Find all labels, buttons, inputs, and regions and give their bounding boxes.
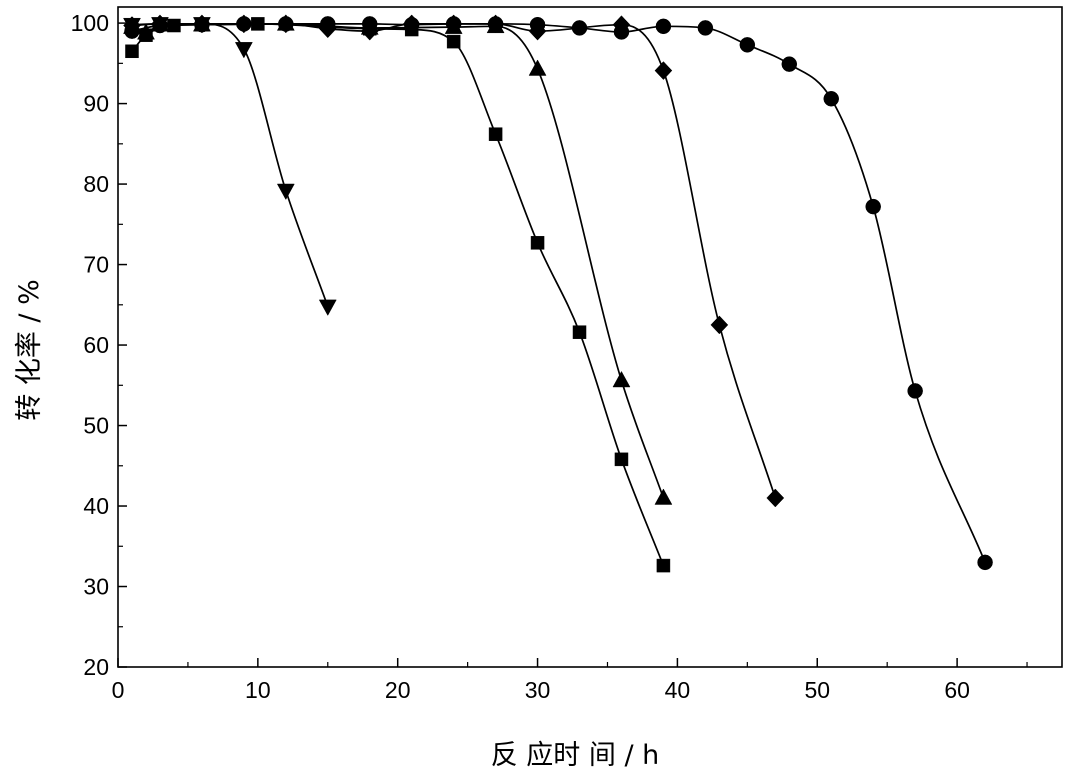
- x-tick-label: 30: [525, 677, 551, 703]
- y-tick-label: 40: [83, 493, 109, 519]
- data-point-square: [656, 558, 671, 573]
- data-point-circle: [907, 383, 923, 399]
- data-point-triangle-up: [137, 23, 155, 40]
- x-tick-label: 0: [112, 677, 125, 703]
- x-tick-label: 50: [804, 677, 830, 703]
- data-point-circle: [823, 91, 839, 107]
- series-line-triangle-up: [131, 23, 665, 499]
- data-point-triangle-down: [234, 42, 253, 59]
- data-point-circle: [487, 16, 504, 32]
- series-line-diamond: [131, 23, 777, 499]
- data-point-diamond: [710, 315, 729, 335]
- data-point-circle: [613, 24, 630, 40]
- y-tick-label: 30: [83, 574, 109, 600]
- plot-frame: [117, 6, 1063, 668]
- data-point-circle: [194, 16, 210, 33]
- y-axis-ticks: 20 30 40 50 60 70 80 90 100: [71, 10, 127, 680]
- data-point-circle: [236, 16, 252, 32]
- series-line-square: [131, 23, 665, 566]
- x-axis-ticks: 0 10 20 30 40 50 60: [112, 658, 1028, 703]
- y-tick-label: 70: [83, 252, 109, 278]
- y-tick-label: 80: [83, 171, 109, 197]
- x-tick-label: 20: [385, 677, 411, 703]
- data-point-square: [530, 236, 545, 250]
- data-point-triangle-up: [528, 59, 547, 76]
- series-line-triangle-down: [131, 23, 329, 307]
- data-point-circle: [977, 554, 993, 571]
- data-point-circle: [697, 20, 714, 36]
- y-tick-label: 90: [83, 91, 109, 117]
- y-tick-label: 100: [71, 10, 109, 36]
- data-point-circle: [865, 198, 881, 215]
- data-point-square: [167, 18, 181, 33]
- data-point-square: [614, 452, 629, 467]
- data-point-circle: [739, 37, 756, 53]
- data-point-square: [251, 17, 265, 31]
- data-point-circle: [529, 16, 546, 33]
- y-tick-label: 20: [83, 654, 109, 680]
- data-point-square: [446, 34, 461, 49]
- y-tick-label: 60: [83, 332, 109, 358]
- data-point-circle: [278, 16, 294, 32]
- fit-curves: [131, 23, 986, 566]
- data-point-circle: [781, 56, 798, 72]
- data-point-triangle-down: [276, 183, 295, 201]
- data-point-triangle-down: [318, 299, 337, 316]
- data-point-circle: [361, 16, 378, 32]
- data-point-square: [488, 127, 503, 141]
- data-markers: [123, 14, 993, 573]
- data-point-circle: [124, 23, 140, 39]
- data-point-triangle-up: [612, 370, 631, 388]
- x-axis-title: 反 应时 间 / h: [491, 740, 660, 771]
- y-axis-title: 转 化率 / %: [14, 279, 45, 421]
- x-tick-label: 40: [665, 677, 691, 703]
- data-point-circle: [152, 17, 168, 34]
- data-point-circle: [445, 16, 462, 32]
- data-point-circle: [571, 20, 588, 36]
- x-tick-label: 10: [245, 677, 271, 703]
- data-point-square: [125, 44, 139, 59]
- data-point-circle: [320, 16, 336, 32]
- data-point-diamond: [766, 488, 785, 508]
- data-point-triangle-up: [654, 488, 673, 505]
- y-tick-label: 50: [83, 413, 109, 439]
- data-point-square: [572, 325, 587, 339]
- series-line-circle: [131, 23, 986, 563]
- data-point-circle: [403, 16, 420, 33]
- x-tick-label: 60: [944, 677, 970, 703]
- data-point-diamond: [654, 61, 673, 80]
- data-point-circle: [655, 18, 672, 35]
